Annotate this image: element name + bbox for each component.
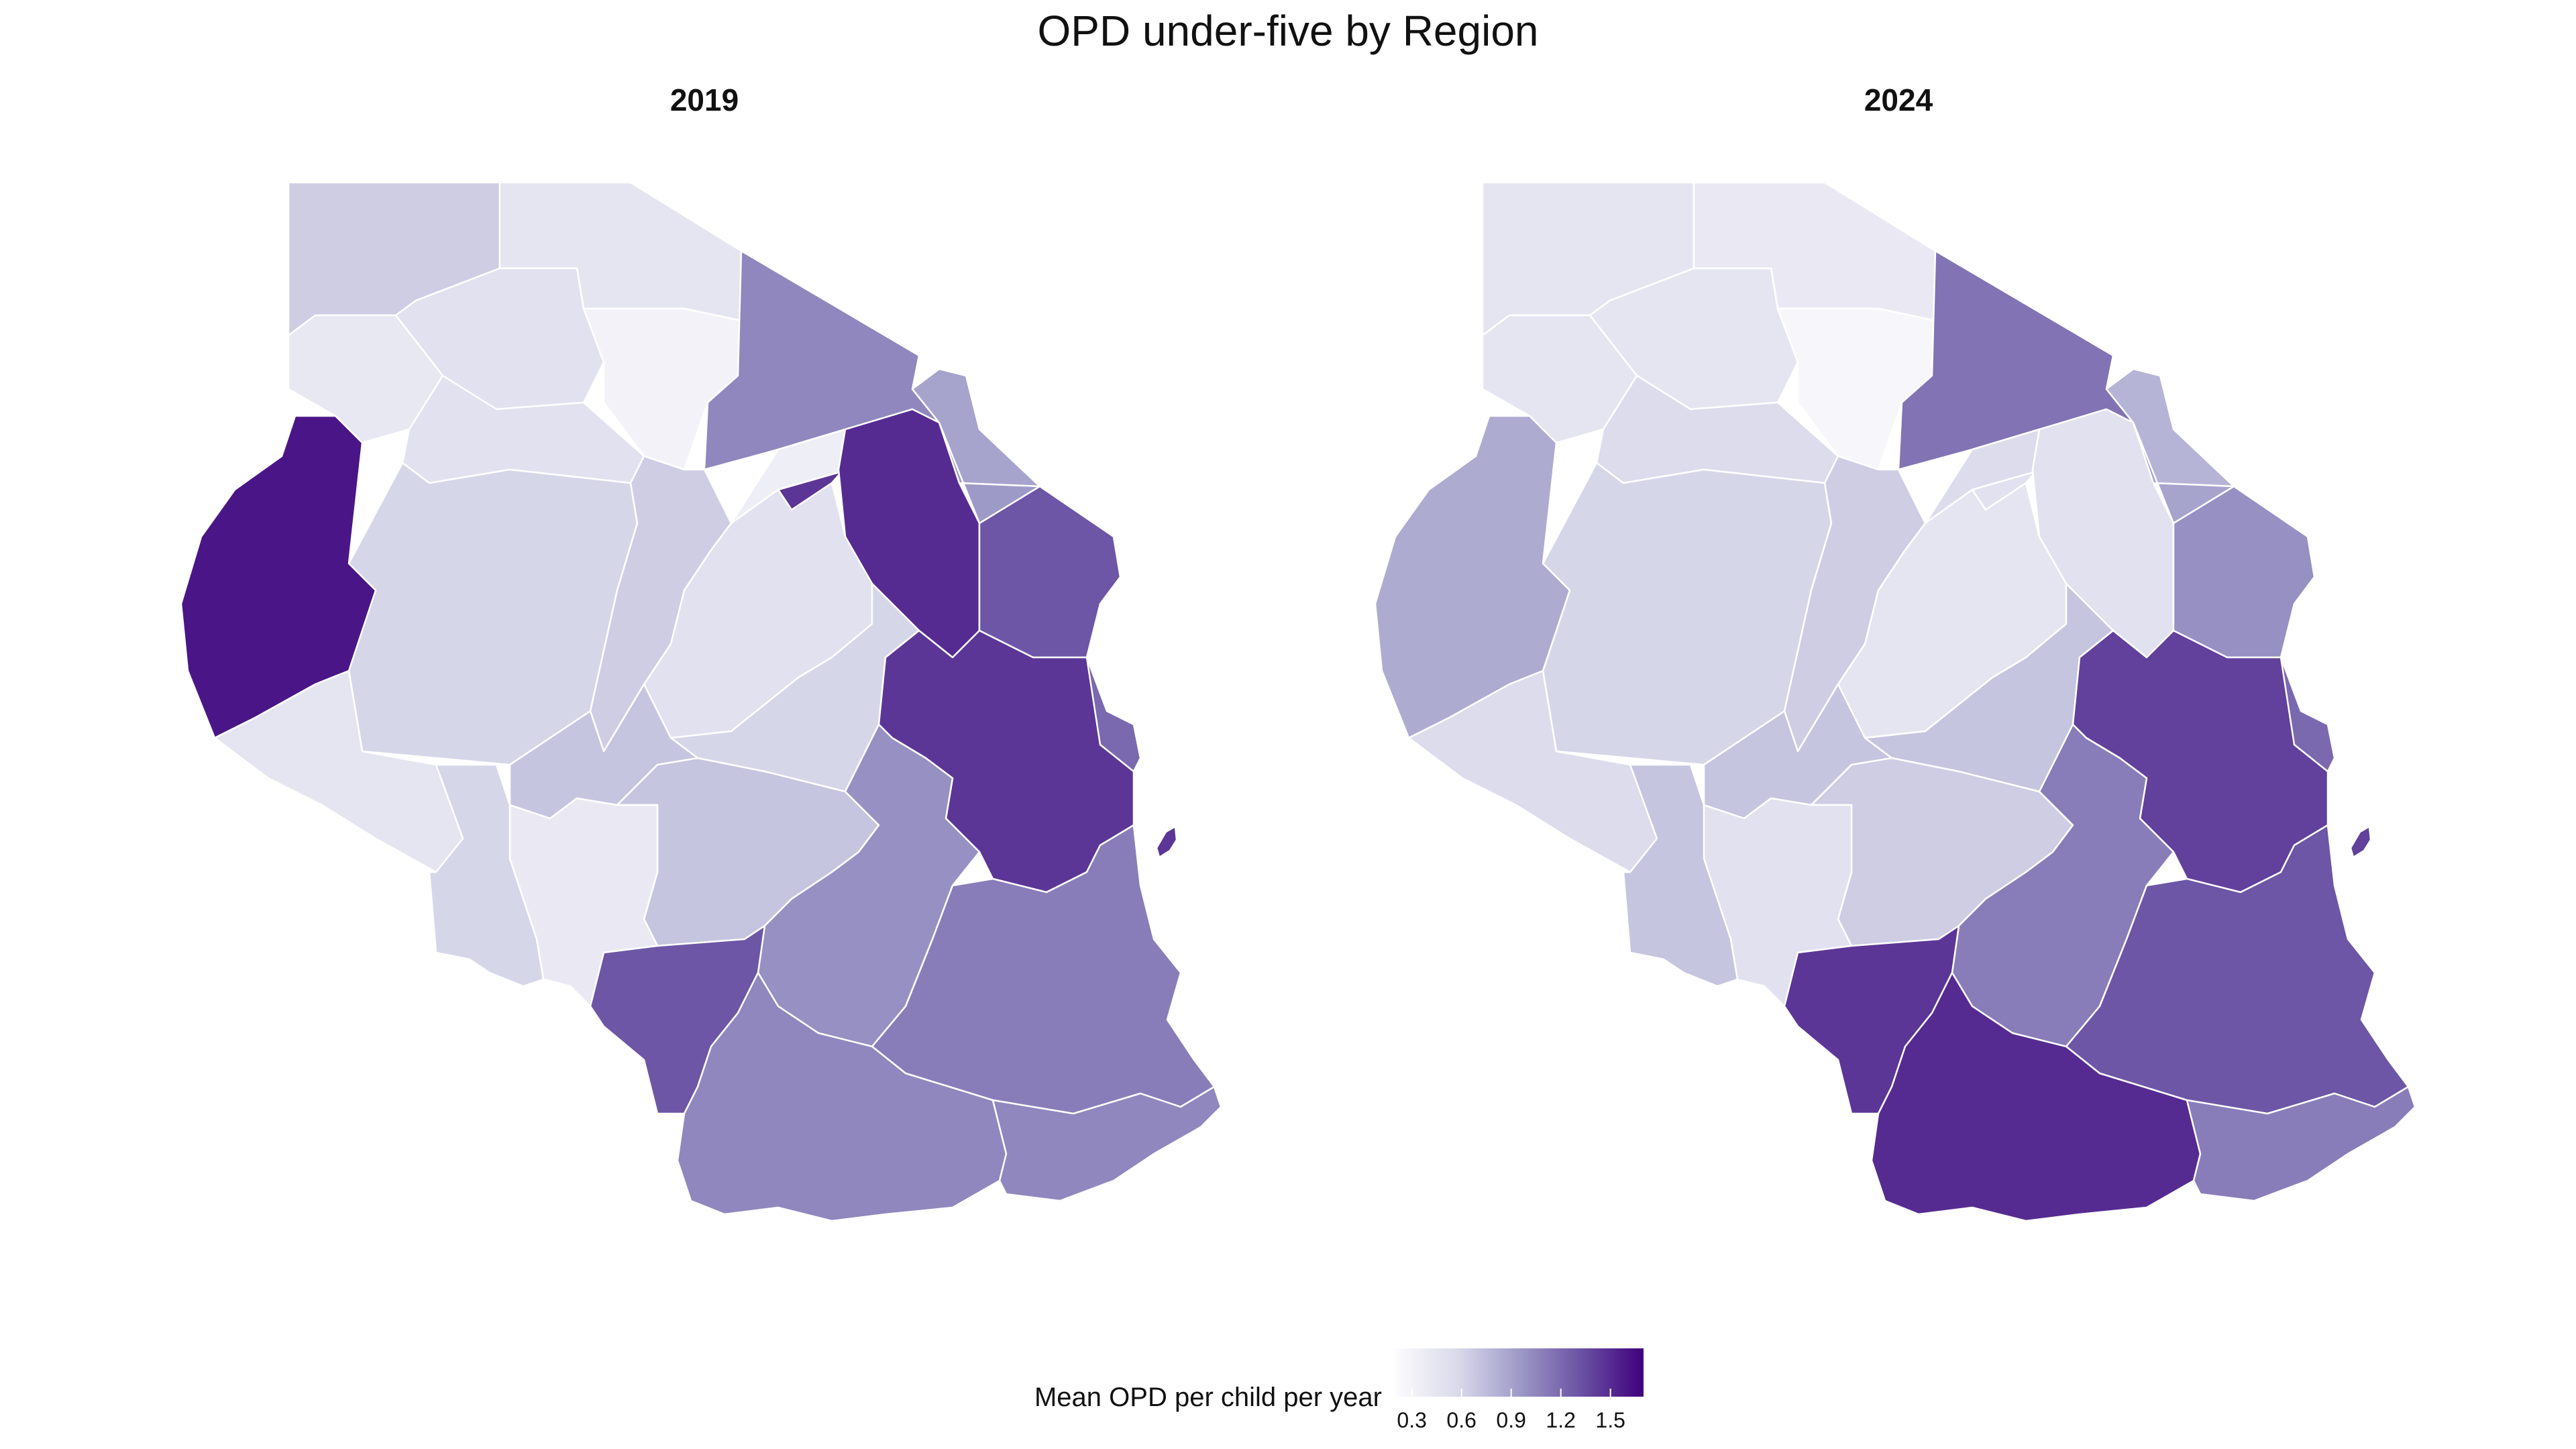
facet-label: 2024 xyxy=(1864,83,1933,117)
map-panel-2024: 2024 xyxy=(1374,83,2416,1222)
region-r05 xyxy=(1776,307,1937,471)
legend-tick-label: 1.2 xyxy=(1546,1408,1575,1432)
legend-tick-label: 0.3 xyxy=(1397,1408,1426,1432)
region-r05 xyxy=(582,307,743,471)
region-r26 xyxy=(1622,763,1739,987)
legend: Mean OPD per child per year 0.3 0.6 0.9 1.2… xyxy=(1034,1348,1644,1432)
region-r26 xyxy=(428,763,545,987)
region-r16 xyxy=(2172,485,2316,659)
region-r22 xyxy=(2279,656,2336,773)
region-r16 xyxy=(978,485,1122,659)
legend-colorbar xyxy=(1395,1348,1644,1397)
region-r30 xyxy=(2186,1085,2416,1202)
region-r22 xyxy=(1085,656,1142,773)
facet-label: 2019 xyxy=(670,83,739,117)
region-island xyxy=(2349,825,2372,859)
legend-title: Mean OPD per child per year xyxy=(1034,1383,1382,1412)
legend-ticks: 0.3 0.6 0.9 1.2 1.5 xyxy=(1397,1389,1625,1432)
legend-tick-label: 0.9 xyxy=(1496,1408,1525,1432)
map-panels: 2019 2024 xyxy=(180,83,2416,1222)
map-panel-2019: 2019 xyxy=(180,83,1222,1222)
legend-tick-label: 0.6 xyxy=(1446,1408,1476,1432)
region-island xyxy=(1155,825,1178,859)
legend-tick-label: 1.5 xyxy=(1595,1408,1625,1432)
region-r30 xyxy=(991,1085,1222,1202)
chart-title: OPD under-five by Region xyxy=(1037,7,1538,55)
